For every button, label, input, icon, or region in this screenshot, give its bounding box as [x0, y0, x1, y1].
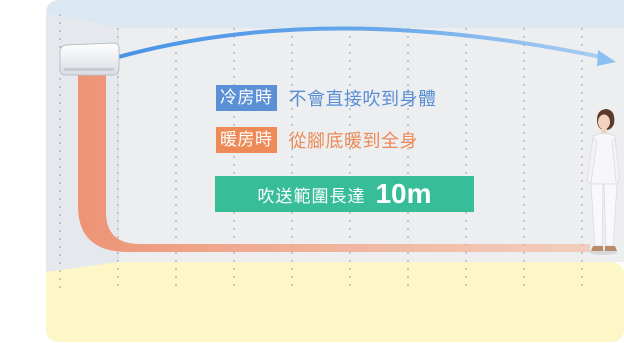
cooling-description: 不會直接吹到身體 — [288, 89, 437, 110]
airflow-range-badge: 吹送範圍長達 10m — [215, 176, 474, 212]
heating-description: 從腳底暖到全身 — [288, 131, 418, 152]
cooling-row: 冷房時 不會直接吹到身體 — [216, 85, 437, 111]
person-figure-icon — [586, 109, 621, 255]
air-conditioner-icon — [59, 42, 120, 76]
range-value: 10m — [375, 178, 432, 209]
heating-row: 暖房時 從腳底暖到全身 — [216, 127, 418, 153]
range-label: 吹送範圍長達 — [257, 186, 366, 207]
cool-airflow-arrow-icon — [106, 26, 616, 66]
cooling-tag: 冷房時 — [216, 85, 277, 111]
floor — [46, 262, 624, 342]
heating-tag: 暖房時 — [216, 127, 277, 153]
ceiling — [46, 0, 624, 28]
